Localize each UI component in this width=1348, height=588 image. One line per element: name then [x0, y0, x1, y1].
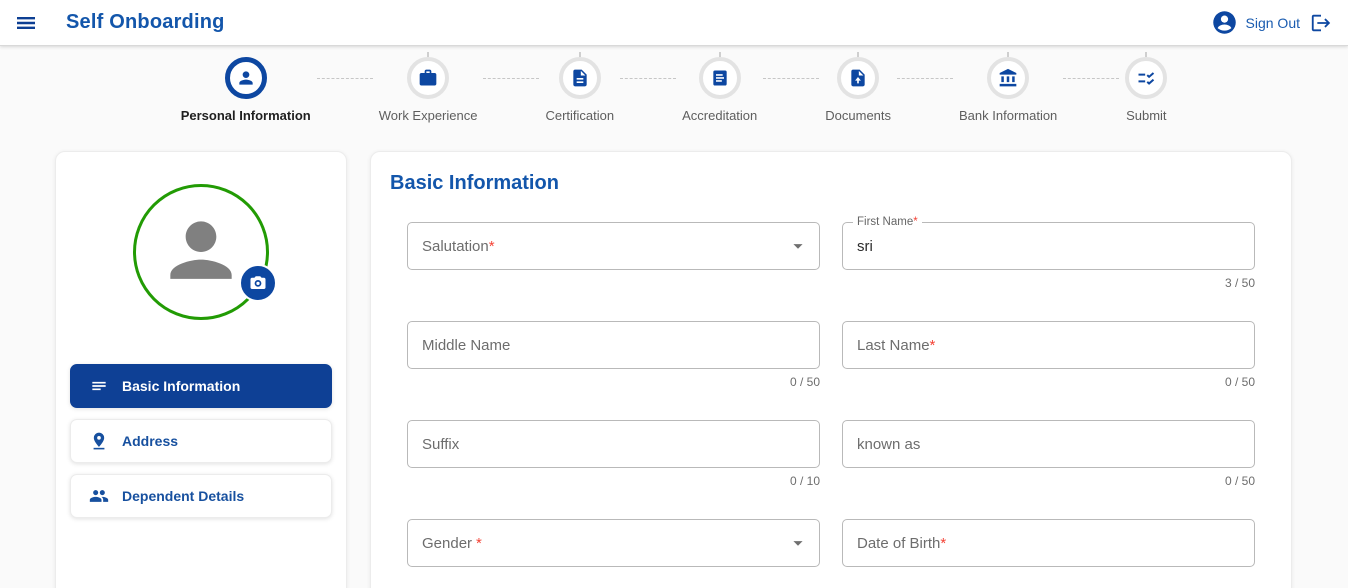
notes-icon — [92, 381, 106, 391]
required-asterisk: * — [913, 216, 918, 228]
hamburger-menu-icon[interactable] — [14, 11, 38, 35]
first-name-cell: First Name* sri 3 / 50 — [842, 215, 1255, 291]
step-label: Certification — [545, 108, 615, 123]
first-name-value: sri — [857, 237, 873, 255]
profile-sidebar: Basic Information Address Dependent Deta… — [55, 151, 347, 588]
gender-cell: Gender * — [407, 519, 820, 588]
basic-information-form: Basic Information Salutation* First Name… — [370, 151, 1292, 588]
field-label: Suffix — [422, 435, 460, 453]
step-certification[interactable]: Certification — [545, 52, 615, 123]
step-connector — [763, 78, 820, 79]
field-label: known as — [857, 435, 921, 453]
suffix-input[interactable]: Suffix — [407, 420, 820, 468]
required-asterisk: * — [476, 534, 482, 552]
section-nav: Basic Information Address Dependent Deta… — [70, 364, 332, 518]
sidebar-item-dependent-details[interactable]: Dependent Details — [70, 474, 332, 518]
step-connector — [1063, 78, 1120, 79]
step-label: Documents — [825, 108, 892, 123]
known-as-input[interactable]: known as — [842, 420, 1255, 468]
step-connector — [316, 78, 373, 79]
step-submit[interactable]: Submit — [1125, 52, 1168, 123]
date-of-birth-input[interactable]: Date of Birth* — [842, 519, 1255, 567]
form-grid: Salutation* First Name* sri 3 / 50 Middl… — [407, 215, 1255, 588]
step-connector — [620, 78, 677, 79]
middle-name-cell: Middle Name 0 / 50 — [407, 321, 820, 390]
certificate-document-icon — [558, 52, 601, 99]
sign-out-button[interactable]: Sign Out — [1245, 14, 1300, 31]
step-label: Accreditation — [682, 108, 758, 123]
field-label: Middle Name — [422, 336, 511, 354]
dropdown-caret-icon — [793, 541, 803, 546]
onboarding-stepper: Personal Information Work Experience Cer… — [0, 46, 1348, 123]
step-work-experience[interactable]: Work Experience — [378, 52, 478, 123]
sidebar-item-basic-information[interactable]: Basic Information — [70, 364, 332, 408]
first-name-input[interactable]: First Name* sri — [842, 215, 1255, 270]
accreditation-document-icon — [698, 52, 741, 99]
bank-icon — [987, 52, 1030, 99]
required-asterisk: * — [488, 237, 495, 255]
step-label: Bank Information — [959, 108, 1058, 123]
step-label: Work Experience — [378, 108, 478, 123]
required-asterisk: * — [940, 534, 947, 552]
form-title: Basic Information — [390, 172, 559, 194]
dropdown-caret-icon — [793, 244, 803, 249]
char-counter: 0 / 50 — [789, 375, 820, 389]
app-title: Self Onboarding — [66, 11, 225, 33]
char-counter: 0 / 50 — [1224, 375, 1255, 389]
step-label: Submit — [1126, 108, 1167, 123]
suffix-cell: Suffix 0 / 10 — [407, 420, 820, 489]
step-personal-information[interactable]: Personal Information — [181, 57, 311, 123]
app-header: Self Onboarding Sign Out — [0, 0, 1348, 46]
briefcase-icon — [407, 52, 450, 99]
sidebar-item-label: Address — [122, 433, 179, 449]
char-counter — [407, 276, 820, 291]
field-label: Salutation* — [422, 237, 495, 255]
char-counter: 3 / 50 — [1224, 276, 1255, 290]
char-counter — [407, 573, 820, 588]
field-label: Date of Birth* — [857, 534, 947, 552]
required-asterisk: * — [929, 336, 936, 354]
sidebar-item-label: Dependent Details — [122, 488, 245, 504]
floating-field-label: First Name* — [853, 215, 922, 230]
salutation-cell: Salutation* — [407, 222, 820, 291]
sidebar-item-address[interactable]: Address — [70, 419, 332, 463]
step-connector — [897, 78, 954, 79]
content-area: Basic Information Address Dependent Deta… — [0, 151, 1348, 588]
date-of-birth-cell: Date of Birth* — [842, 519, 1255, 588]
char-counter: 0 / 50 — [1224, 474, 1255, 488]
person-icon — [224, 57, 267, 99]
gender-select[interactable]: Gender * — [407, 519, 820, 567]
step-bank-information[interactable]: Bank Information — [959, 52, 1058, 123]
camera-icon — [250, 276, 266, 289]
middle-name-input[interactable]: Middle Name — [407, 321, 820, 369]
salutation-select[interactable]: Salutation* — [407, 222, 820, 270]
step-connector — [483, 78, 540, 79]
step-accreditation[interactable]: Accreditation — [682, 52, 758, 123]
profile-photo — [133, 184, 277, 320]
people-icon — [89, 490, 109, 502]
known-as-cell: known as 0 / 50 — [842, 420, 1255, 489]
logout-icon[interactable] — [1310, 12, 1332, 34]
sidebar-item-label: Basic Information — [122, 378, 241, 394]
step-documents[interactable]: Documents — [825, 52, 892, 123]
user-avatar-icon[interactable] — [1211, 9, 1238, 36]
char-counter — [842, 573, 1255, 588]
upload-photo-button[interactable] — [239, 264, 277, 302]
location-pin-icon — [93, 432, 105, 450]
checklist-icon — [1125, 52, 1168, 99]
field-label: Last Name* — [857, 336, 936, 354]
file-upload-icon — [837, 52, 880, 99]
field-label: Gender * — [422, 534, 482, 552]
last-name-input[interactable]: Last Name* — [842, 321, 1255, 369]
step-label: Personal Information — [180, 108, 311, 123]
char-counter: 0 / 10 — [789, 474, 820, 488]
last-name-cell: Last Name* 0 / 50 — [842, 321, 1255, 390]
